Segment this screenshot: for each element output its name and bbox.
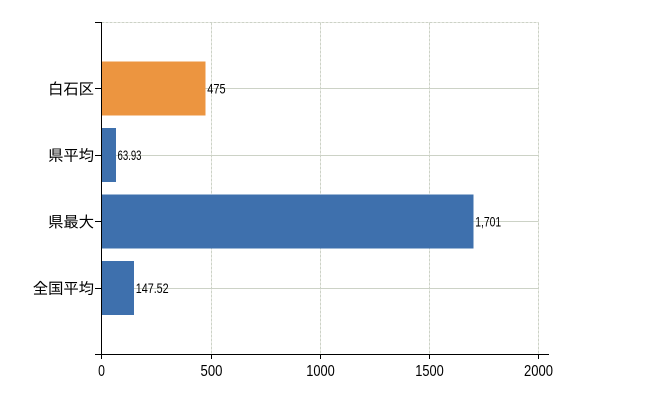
svg-text:63.93: 63.93: [118, 147, 142, 163]
svg-text:500: 500: [201, 363, 223, 380]
svg-text:1000: 1000: [306, 363, 335, 380]
svg-text:1500: 1500: [415, 363, 444, 380]
svg-text:475: 475: [207, 81, 225, 97]
svg-text:147.52: 147.52: [136, 280, 169, 296]
svg-text:1,701: 1,701: [475, 214, 501, 230]
svg-text:2000: 2000: [524, 363, 553, 380]
svg-text:0: 0: [98, 363, 105, 380]
